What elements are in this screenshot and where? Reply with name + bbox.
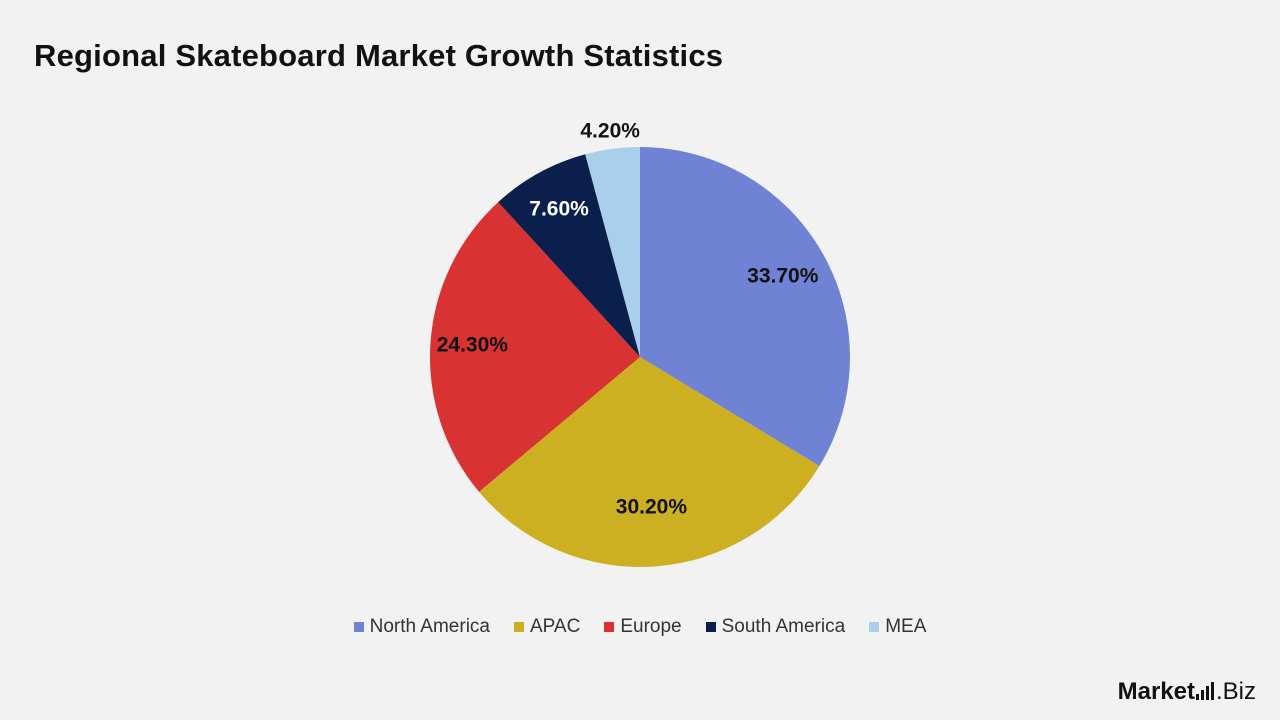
legend-item-south-america[interactable]: South America	[705, 616, 846, 638]
legend-swatch	[353, 622, 364, 632]
pie-slice-apac[interactable]	[479, 357, 820, 567]
legend-label: MEA	[885, 616, 927, 637]
pie-slice-south-america[interactable]	[498, 154, 640, 357]
brand-logo: Market .Biz	[1118, 678, 1256, 706]
legend-swatch	[604, 622, 615, 632]
legend: North America APAC Europe South America …	[0, 616, 1280, 638]
legend-item-apac[interactable]: APAC	[513, 616, 581, 638]
data-label-europe: 24.30%	[437, 333, 509, 356]
bar-chart-icon	[1195, 682, 1214, 700]
pie-slice-mea[interactable]	[585, 147, 640, 357]
brand-name: Market	[1117, 678, 1195, 705]
pie-slice-north-america[interactable]	[640, 147, 851, 467]
brand-tld: .Biz	[1215, 678, 1256, 705]
legend-swatch	[705, 622, 716, 632]
legend-label: North America	[369, 616, 490, 637]
data-label-north-america: 33.70%	[747, 264, 819, 287]
pie-slice-europe[interactable]	[430, 202, 640, 492]
legend-label: APAC	[529, 616, 581, 637]
chart-title: Regional Skateboard Market Growth Statis…	[34, 38, 724, 73]
legend-swatch	[869, 622, 880, 632]
data-label-apac: 30.20%	[616, 495, 688, 518]
legend-item-europe[interactable]: Europe	[604, 616, 682, 638]
data-label-mea: 4.20%	[580, 120, 640, 143]
legend-swatch	[513, 622, 524, 632]
legend-label: Europe	[620, 616, 682, 637]
legend-item-mea[interactable]: MEA	[869, 616, 926, 638]
legend-label: South America	[721, 616, 846, 637]
pie-chart: 33.70% 30.20% 24.30% 7.60% 4.20%	[430, 120, 851, 567]
data-label-south-america: 7.60%	[529, 197, 589, 220]
legend-item-north-america[interactable]: North America	[353, 616, 490, 638]
